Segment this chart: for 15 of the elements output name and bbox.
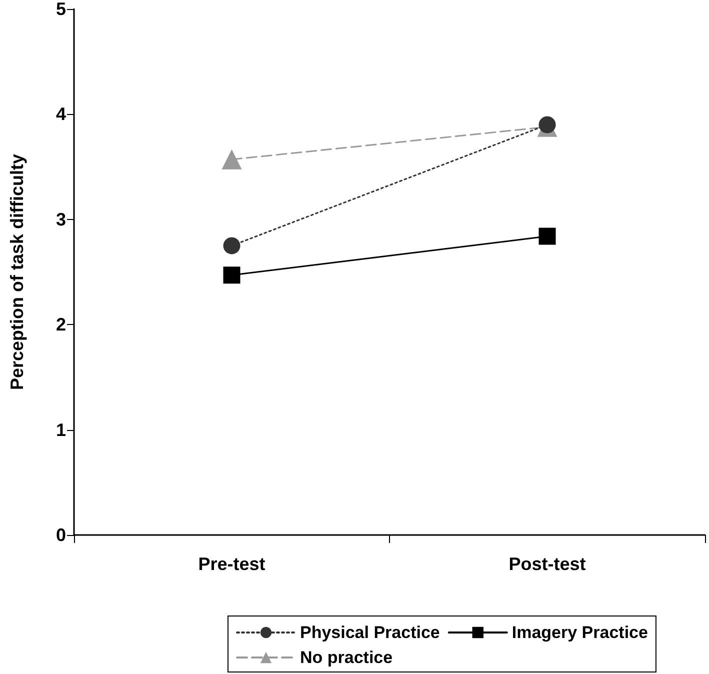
- y-tick-label: 3: [56, 209, 66, 230]
- point: [538, 228, 556, 245]
- x-tick-label: Pre-test: [198, 554, 266, 574]
- y-axis-title: Perception of task difficulty: [7, 154, 27, 390]
- x-tick-label: Post-test: [508, 554, 586, 574]
- y-tick-label: 1: [56, 420, 66, 440]
- legend-label: Imagery Practice: [512, 623, 648, 642]
- legend-label: No practice: [300, 648, 393, 667]
- point: [223, 266, 240, 284]
- y-tick-label: 0: [56, 525, 66, 545]
- y-tick-label: 2: [56, 314, 66, 335]
- point: [223, 237, 240, 254]
- y-tick-label: 5: [56, 0, 66, 19]
- legend-label: Physical Practice: [300, 623, 440, 642]
- y-tick-label: 4: [56, 104, 66, 124]
